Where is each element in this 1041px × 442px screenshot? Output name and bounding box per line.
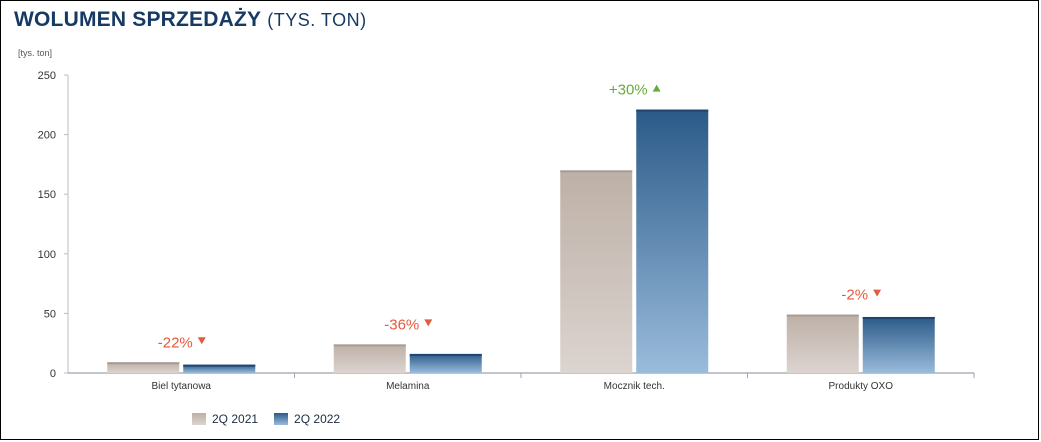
legend-label-2021: 2Q 2021 <box>212 412 259 426</box>
title-unit: (TYS. TON) <box>267 10 367 30</box>
bar-2q-2021 <box>333 344 406 373</box>
change-label: -2% <box>841 287 868 304</box>
x-category-label: Mocznik tech. <box>604 381 665 392</box>
bar-cap <box>183 364 256 367</box>
bar-cap <box>409 353 482 356</box>
bar-cap <box>560 170 633 173</box>
change-label: +30% <box>609 82 648 99</box>
bar-cap <box>862 316 935 319</box>
bar-2q-2021 <box>786 314 859 373</box>
change-label: -36% <box>384 316 419 333</box>
legend-item-2021: 2Q 2021 <box>192 412 258 426</box>
title-main: WOLUMEN SPRZEDAŻY <box>14 8 262 31</box>
y-tick-label: 250 <box>38 70 56 82</box>
x-category-label: Biel tytanowa <box>152 381 212 392</box>
y-tick-label: 0 <box>50 368 56 380</box>
y-unit-label: [tys. ton] <box>18 48 52 58</box>
y-tick-label: 150 <box>38 189 56 201</box>
arrow-down-icon <box>197 337 206 345</box>
legend-label-2022: 2Q 2022 <box>294 412 341 426</box>
x-category-label: Produkty OXO <box>829 381 894 392</box>
arrow-down-icon <box>424 319 433 327</box>
bar-2q-2021 <box>107 362 180 373</box>
chart-title: WOLUMEN SPRZEDAŻY (TYS. TON) <box>14 8 367 32</box>
legend-item-2022: 2Q 2022 <box>274 412 340 426</box>
y-tick-label: 100 <box>38 249 56 261</box>
bar-2q-2021 <box>560 170 633 373</box>
bar-cap <box>107 362 180 365</box>
arrow-up-icon <box>652 84 661 92</box>
bar-cap <box>786 314 859 317</box>
x-category-label: Melamina <box>386 381 430 392</box>
bar-cap <box>333 344 406 347</box>
bar-2q-2022 <box>636 109 709 374</box>
arrow-down-icon <box>873 289 882 297</box>
bar-2q-2022 <box>862 316 935 373</box>
bar-chart: [tys. ton] 0 50 100 150 200 250 Biel tytanowa -2… <box>18 48 975 392</box>
bar-2q-2022 <box>183 364 256 373</box>
legend-swatch-2021 <box>192 413 206 425</box>
legend-swatch-2022 <box>274 413 289 425</box>
bar-cap <box>636 109 709 112</box>
change-label: -22% <box>158 334 193 351</box>
y-tick-label: 50 <box>44 308 56 320</box>
y-tick-label: 200 <box>38 130 56 142</box>
bar-2q-2022 <box>409 353 482 373</box>
legend: 2Q 2021 2Q 2022 <box>192 412 340 426</box>
